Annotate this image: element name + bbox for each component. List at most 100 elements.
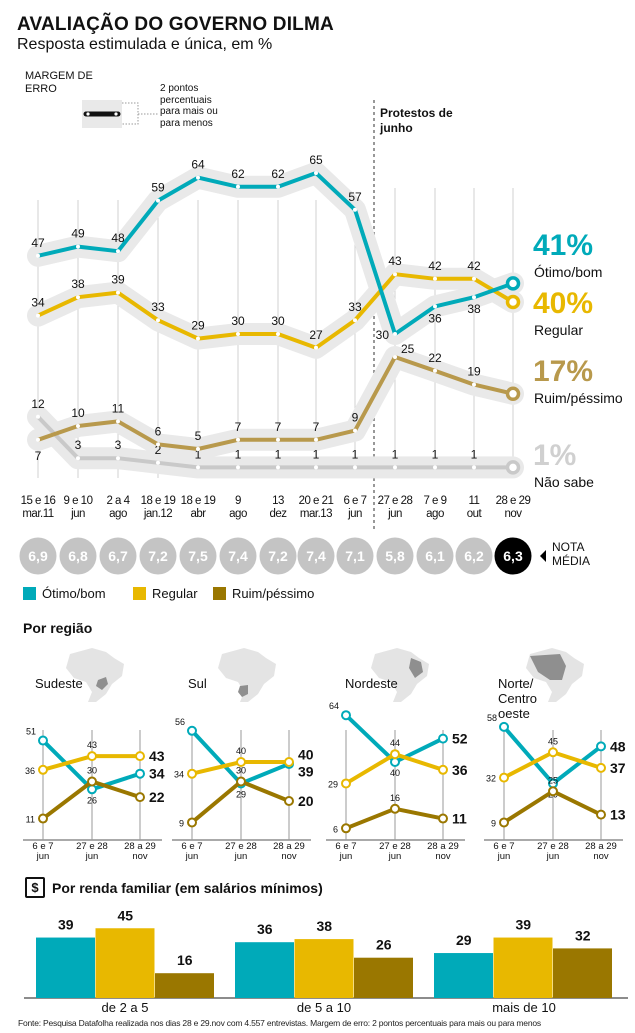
region-x-tick-label: 27 e 28 jun (70, 842, 114, 862)
region-data-label: 26 (87, 795, 97, 805)
point-nao_sabe (196, 465, 200, 470)
point-regular (156, 318, 160, 323)
date-day: 9 (235, 495, 241, 507)
nota-media-value: 7,4 (228, 548, 248, 564)
point-otimo (196, 175, 200, 180)
data-label-otimo: 65 (309, 153, 323, 167)
region-data-label: 29 (236, 789, 246, 799)
data-label-ruim: 25 (401, 342, 415, 356)
region-point-ruim (390, 803, 400, 814)
date-day: 7 e 9 (423, 495, 447, 507)
nota-media-value: 6,9 (28, 548, 48, 564)
data-label-regular: 29 (191, 319, 205, 333)
data-label-ruim: 7 (313, 420, 320, 434)
nota-media-circle (297, 537, 335, 575)
region-point-regular (187, 768, 197, 779)
legend-label: Regular (152, 586, 198, 601)
date-month: mar.11 (22, 508, 54, 520)
bar-value-label: 26 (376, 937, 392, 953)
nota-media-circle (19, 537, 57, 575)
bar-value-label: 16 (177, 952, 193, 968)
region-data-label: 40 (390, 768, 400, 778)
bar-value-label: 39 (515, 917, 531, 933)
region-data-label: 9 (179, 818, 184, 828)
region-date-part: jun (185, 851, 199, 862)
final-value-otimo: 41% (533, 229, 593, 262)
date-month: jan.12 (143, 508, 173, 520)
point-regular (36, 313, 40, 318)
bar-otimo (235, 942, 294, 998)
data-label-regular: 30 (271, 314, 285, 328)
point-ruim (236, 437, 240, 442)
region-final-label: 40 (298, 746, 314, 762)
data-label-regular: 42 (467, 259, 481, 273)
region-point-regular (596, 762, 606, 773)
nota-media-value: 7,2 (148, 548, 168, 564)
map-region-highlight (238, 685, 248, 697)
legend-item-ruim: Ruim/péssimo (213, 586, 314, 601)
region-point-otimo (187, 725, 197, 736)
point-ruim (472, 382, 476, 387)
map-region-highlight (409, 658, 423, 678)
region-date-part: 27 e 28 (379, 841, 411, 852)
page-title: AVALIAÇÃO DO GOVERNO DILMA (17, 14, 334, 35)
region-point-regular (87, 751, 97, 762)
region-x-tick-label: 6 e 7 jun (170, 842, 214, 862)
date-month: ago (229, 508, 247, 520)
nota-media-circle (259, 537, 297, 575)
region-date-part: nov (593, 851, 609, 862)
region-data-label: 25 (548, 775, 558, 785)
map-outline (371, 648, 429, 702)
point-otimo (505, 276, 521, 291)
region-x-tick-label: 28 a 29 nov (579, 842, 623, 862)
nota-media-value: 6,1 (425, 548, 445, 564)
arrow-left-icon (540, 550, 546, 562)
point-regular (314, 345, 318, 350)
region-x-tick-label: 6 e 7 jun (482, 842, 526, 862)
nota-media-circle (376, 537, 414, 575)
data-label-otimo: 36 (428, 311, 442, 325)
nota-media-value: 7,4 (306, 548, 326, 564)
bar-value-label: 39 (58, 917, 74, 933)
data-label-nao_sabe: 1 (275, 447, 282, 461)
region-data-label: 11 (26, 815, 35, 825)
bar-value-label: 38 (316, 918, 332, 934)
region-final-label: 34 (149, 766, 165, 782)
region-point-regular (38, 764, 48, 775)
region-point-ruim (596, 809, 606, 820)
region-data-label: 56 (175, 717, 185, 727)
region-data-label: 30 (87, 766, 97, 776)
point-regular (433, 276, 437, 281)
region-point-ruim (236, 776, 246, 787)
data-label-otimo: 38 (467, 302, 481, 316)
region-date-part: jun (388, 851, 402, 862)
data-label-ruim: 9 (352, 411, 359, 425)
region-point-regular (284, 757, 294, 767)
date-day: 28 e 29 (495, 495, 531, 507)
point-regular (505, 294, 521, 310)
region-point-ruim (87, 776, 97, 787)
source-note: Fonte: Pesquisa Datafolha realizada nos … (18, 1018, 541, 1028)
region-data-label: 45 (548, 736, 558, 746)
data-label-otimo: 64 (191, 158, 205, 172)
point-otimo (472, 295, 476, 300)
data-label-nao_sabe: 1 (235, 447, 242, 461)
point-ruim (393, 355, 397, 359)
nota-media-circle (59, 537, 97, 575)
region-name-norte-centro-oeste: Norte/ Centro oeste (498, 676, 538, 721)
region-point-otimo (341, 710, 351, 721)
region-name-nordeste: Nordeste (345, 676, 398, 691)
data-label-nao_sabe: 3 (75, 438, 82, 452)
margin-bracket (122, 102, 139, 125)
point-nao_sabe (236, 465, 240, 470)
region-x-tick-label: 28 a 29 nov (267, 842, 311, 862)
region-point-ruim (187, 817, 197, 828)
region-point-ruim (499, 817, 509, 828)
region-point-regular (438, 764, 448, 775)
date-day: 2 a 4 (106, 495, 130, 507)
date-month: mar.13 (299, 508, 333, 520)
data-label-nao_sabe: 1 (471, 447, 478, 461)
region-date-part: nov (281, 851, 297, 862)
region-date-part: 6 e 7 (493, 841, 515, 852)
